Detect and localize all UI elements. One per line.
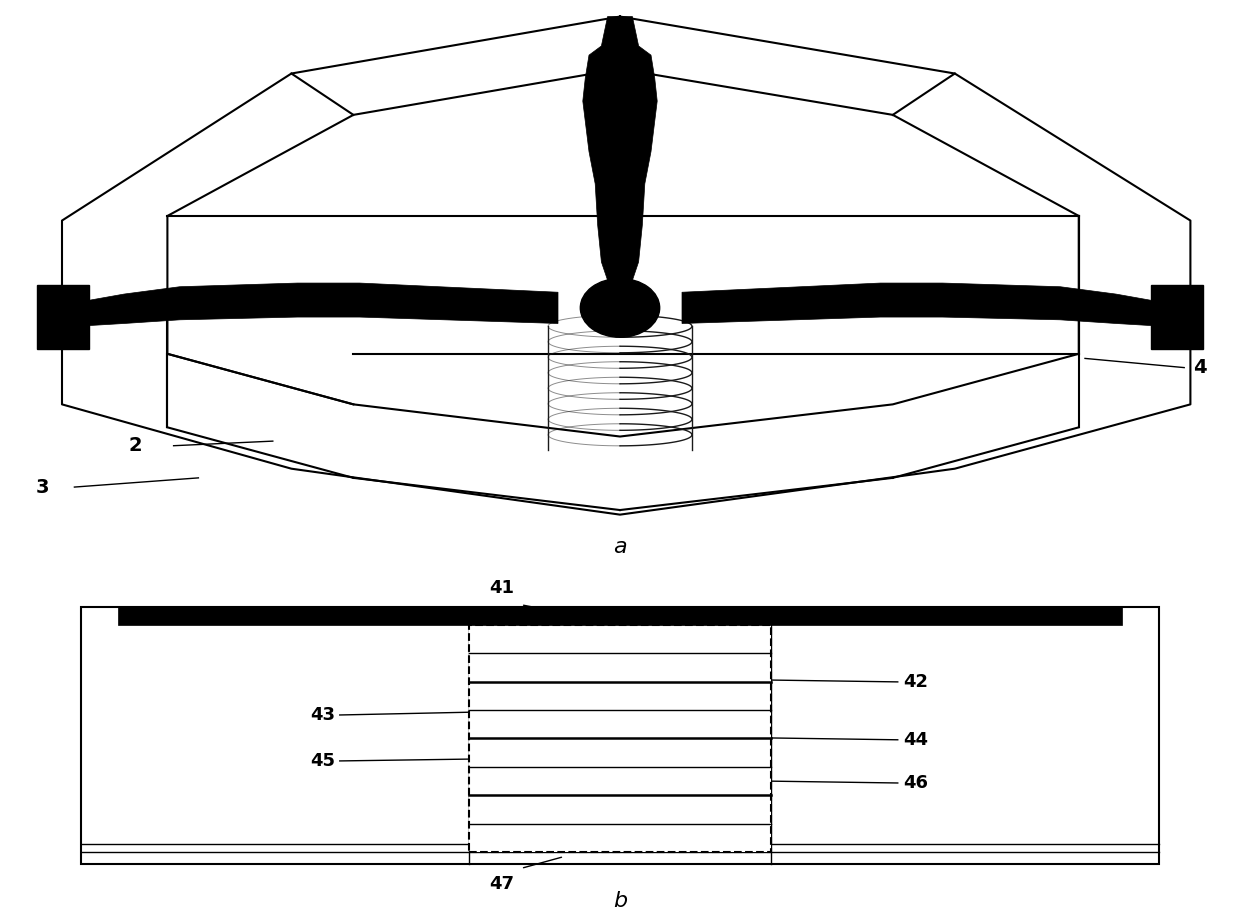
Text: 43: 43 [310, 706, 335, 724]
Text: a: a [614, 537, 626, 557]
Polygon shape [682, 283, 1178, 327]
Text: b: b [613, 891, 627, 912]
Bar [37, 285, 89, 349]
Text: 46: 46 [903, 774, 928, 792]
Text: 4: 4 [1193, 358, 1207, 377]
Text: 3: 3 [36, 478, 50, 496]
Text: 2: 2 [129, 437, 143, 455]
Bar [1151, 285, 1203, 349]
Text: 42: 42 [903, 673, 928, 691]
Text: 47: 47 [490, 875, 515, 893]
Text: 45: 45 [310, 752, 335, 770]
Text: 44: 44 [903, 731, 928, 749]
Text: 1: 1 [36, 303, 50, 322]
Text: 41: 41 [490, 579, 515, 597]
Circle shape [580, 278, 660, 337]
Polygon shape [583, 17, 657, 280]
Bar [81, 607, 1159, 864]
Bar [469, 625, 771, 852]
Bar [118, 607, 1122, 625]
Polygon shape [62, 283, 558, 327]
